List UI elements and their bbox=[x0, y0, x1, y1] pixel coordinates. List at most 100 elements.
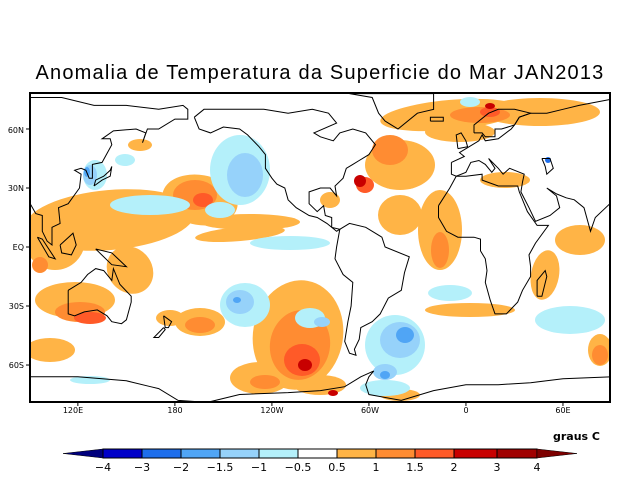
colorbar-swatch bbox=[414, 448, 455, 459]
warm-anomaly-region bbox=[530, 250, 560, 300]
colorbar-label: 4 bbox=[533, 461, 541, 474]
anomaly-shading bbox=[30, 97, 610, 401]
colorbar-swatch bbox=[453, 448, 498, 459]
cool-anomaly-region bbox=[380, 371, 390, 379]
warm-anomaly-region bbox=[480, 107, 500, 117]
colorbar bbox=[62, 448, 578, 459]
colorbar-high-triangle bbox=[536, 448, 578, 459]
colorbar-label: −1 bbox=[250, 461, 268, 474]
colorbar-swatch bbox=[336, 448, 377, 459]
warm-anomaly-region bbox=[128, 139, 152, 151]
lon-label-60e: 60E bbox=[555, 406, 571, 415]
uk-coastline bbox=[455, 132, 469, 150]
warm-anomaly-region bbox=[156, 310, 184, 326]
colorbar-swatch bbox=[375, 448, 416, 459]
cool-anomaly-region bbox=[396, 327, 414, 343]
cool-anomaly-region bbox=[535, 306, 605, 334]
lat-label-60s: 60S bbox=[8, 361, 24, 370]
colorbar-label: −1.5 bbox=[206, 461, 234, 474]
cool-anomaly-region bbox=[460, 97, 480, 107]
warm-anomaly-region bbox=[372, 135, 408, 165]
colorbar-swatch bbox=[102, 448, 143, 459]
north-america-coastline bbox=[193, 108, 377, 232]
australia-coastline bbox=[67, 266, 132, 325]
lat-label-eq: EQ bbox=[12, 243, 24, 252]
lat-label-30s: 30S bbox=[8, 302, 24, 311]
colorbar-swatch bbox=[297, 448, 338, 459]
cool-anomaly-region bbox=[226, 290, 254, 314]
lon-label-60w: 60W bbox=[360, 406, 380, 415]
cool-anomaly-region bbox=[360, 380, 410, 396]
cool-anomaly-region bbox=[205, 202, 235, 218]
colorbar-swatch bbox=[496, 448, 538, 459]
warm-anomaly-region bbox=[378, 195, 422, 235]
warm-anomaly-region bbox=[555, 225, 605, 255]
warm-anomaly-region bbox=[485, 103, 495, 109]
lon-label-120e: 120E bbox=[62, 406, 84, 415]
iceland-coastline bbox=[429, 116, 444, 122]
warm-anomaly-region bbox=[185, 317, 215, 333]
colorbar-label: 1 bbox=[372, 461, 380, 474]
japan-coastline bbox=[93, 166, 113, 187]
cool-anomaly-region bbox=[115, 154, 135, 166]
cool-anomaly-region bbox=[428, 285, 472, 301]
warm-anomaly-region bbox=[250, 375, 280, 389]
colorbar-label: −3 bbox=[133, 461, 151, 474]
antarctica-coastline bbox=[30, 370, 610, 402]
colorbar-units: graus C bbox=[553, 430, 601, 443]
cool-anomaly-region bbox=[110, 195, 190, 215]
cool-anomaly-region bbox=[233, 297, 241, 303]
warm-anomaly-region bbox=[30, 338, 75, 362]
colorbar-label: −2 bbox=[172, 461, 190, 474]
caspian-coastline bbox=[541, 158, 554, 176]
lon-label-120w: 120W bbox=[260, 406, 284, 415]
warm-anomaly-region bbox=[418, 190, 462, 270]
cool-anomaly-region bbox=[227, 153, 263, 197]
scandinavia-coastline bbox=[473, 108, 533, 138]
new-zealand-coastline bbox=[163, 315, 173, 329]
lat-label-60n: 60N bbox=[7, 126, 24, 135]
cool-anomaly-region bbox=[314, 317, 330, 327]
colorbar-label: 0.5 bbox=[328, 461, 346, 474]
map-title: Anomalia de Temperatura da Superficie do… bbox=[35, 62, 605, 84]
warm-anomaly-region bbox=[74, 312, 106, 324]
new-guinea-coastline bbox=[95, 248, 128, 268]
warm-anomaly-region bbox=[200, 214, 300, 230]
warm-anomaly-region bbox=[320, 192, 340, 208]
colorbar-swatch bbox=[141, 448, 182, 459]
cool-anomaly-region bbox=[250, 236, 330, 250]
colorbar-swatch bbox=[180, 448, 221, 459]
madagascar-coastline bbox=[536, 269, 548, 297]
europe-north-coastline bbox=[451, 99, 610, 163]
borneo-coastline bbox=[59, 232, 77, 256]
colorbar-label: 1.5 bbox=[406, 461, 424, 474]
colorbar-label: −4 bbox=[94, 461, 112, 474]
colorbar-swatch bbox=[219, 448, 260, 459]
africa-coastline bbox=[438, 173, 550, 315]
colorbar-low-triangle bbox=[62, 448, 104, 459]
coastlines bbox=[30, 93, 610, 402]
lat-label-30n: 30N bbox=[7, 184, 24, 193]
warm-anomaly-region bbox=[592, 345, 608, 365]
warm-anomaly-region bbox=[328, 390, 338, 396]
warm-anomaly-region bbox=[425, 122, 495, 142]
warm-anomaly-region bbox=[298, 359, 312, 371]
colorbar-label: −0.5 bbox=[284, 461, 312, 474]
colorbar-label: 3 bbox=[493, 461, 501, 474]
colorbar-label: 2 bbox=[450, 461, 458, 474]
warm-anomaly-region bbox=[354, 175, 366, 187]
sumatra-coastline bbox=[36, 236, 57, 260]
warm-anomaly-region bbox=[480, 98, 600, 126]
greenland-coastline bbox=[349, 93, 435, 130]
warm-anomaly-region bbox=[32, 257, 48, 273]
warm-anomaly-region bbox=[193, 193, 213, 207]
colorbar-swatch bbox=[258, 448, 299, 459]
asia-east-coastline bbox=[30, 97, 189, 247]
lon-label-0: 0 bbox=[463, 406, 469, 415]
cool-anomaly-region bbox=[70, 376, 110, 384]
new-zealand-south-coastline bbox=[152, 327, 166, 338]
europe-south-coastline bbox=[450, 158, 610, 233]
south-america-coastline bbox=[334, 222, 410, 356]
warm-anomaly-region bbox=[431, 232, 449, 268]
